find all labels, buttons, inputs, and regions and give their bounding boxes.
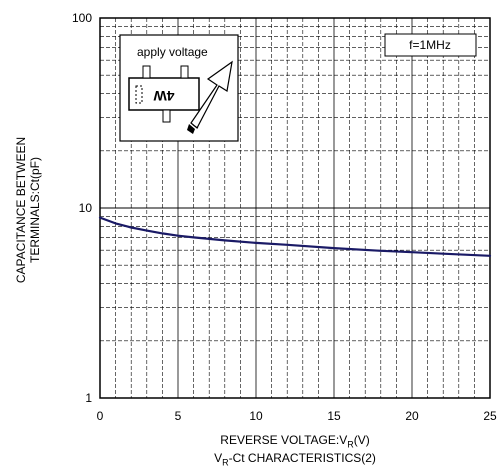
axes [99, 17, 491, 399]
caption-sub: R [222, 457, 229, 468]
inset-diagram: apply voltage 4W [119, 34, 239, 142]
caption-suffix: -Ct CHARACTERISTICS(2) [228, 451, 376, 465]
x-tick-label: 10 [249, 409, 263, 423]
y-tick-label: 1 [85, 391, 92, 405]
x-axis-label: REVERSE VOLTAGE:VR(V) [100, 433, 490, 449]
x-tick-label: 15 [327, 409, 341, 423]
x-axis-label-prefix: REVERSE VOLTAGE:V [220, 433, 348, 447]
y-tick-label: 100 [72, 11, 92, 25]
legend-box: f=1MHz [384, 33, 477, 57]
tick-labels: 0 5 10 15 20 25 1 10 100 [72, 11, 497, 423]
series-line [98, 216, 492, 257]
x-tick-label: 25 [483, 409, 497, 423]
caption-prefix: V [214, 451, 223, 465]
y-axis-label-line2: TERMINALS:Ct(pF) [28, 157, 42, 264]
x-tick-label: 5 [175, 409, 182, 423]
x-tick-label: 0 [97, 409, 104, 423]
inset-label: apply voltage [137, 45, 208, 59]
plot-frame [99, 17, 491, 399]
chart-caption: VR-Ct CHARACTERISTICS(2) [100, 451, 490, 467]
y-axis-label-line1: CAPACITANCE BETWEEN [14, 136, 28, 284]
x-axis-label-suffix: (V) [353, 433, 370, 447]
series [98, 216, 492, 257]
x-tick-label: 20 [405, 409, 419, 423]
x-axis-label-sub: R [347, 439, 354, 450]
y-tick-label: 10 [79, 201, 93, 215]
component-icon: 4W [128, 65, 200, 123]
legend-text: f=1MHz [409, 38, 451, 52]
probe-arrow-icon [187, 60, 233, 134]
component-marking: 4W [153, 88, 175, 104]
